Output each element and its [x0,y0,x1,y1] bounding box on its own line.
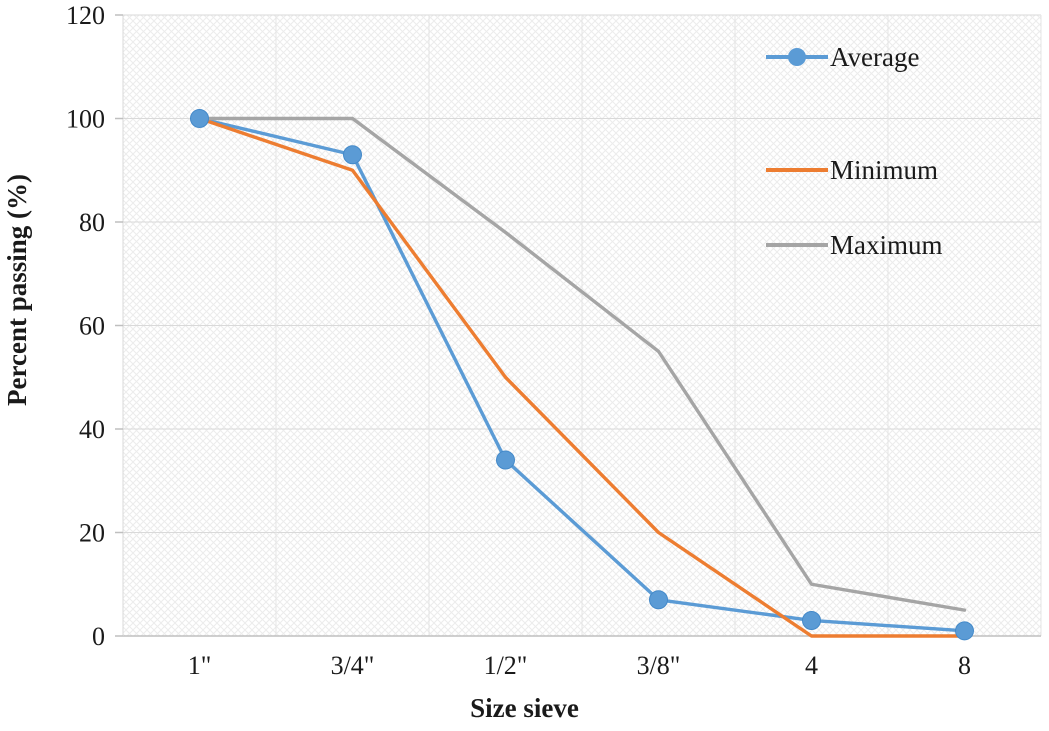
x-tick-label: 4 [805,651,818,680]
marker-average [649,590,668,610]
legend-item-average: Average [766,37,919,77]
y-tick-label: 80 [79,208,105,237]
legend-sample-maximum [766,225,828,265]
marker-average [496,450,515,470]
series-line-average [197,116,967,633]
marker-average [343,145,362,165]
x-tick-label: 8 [958,651,971,680]
legend-sample-minimum [766,150,828,190]
y-tick-label: 100 [66,105,105,134]
x-tick-label: 3/4" [331,651,375,680]
legend-marker-average [788,48,806,66]
legend-item-maximum: Maximum [766,225,943,265]
y-tick-label: 0 [92,622,105,651]
x-tick-label: 3/8" [637,651,681,680]
x-tick-label: 1" [188,651,212,680]
marker-average [802,610,821,630]
legend-item-minimum: Minimum [766,150,938,190]
legend-line-minimum [766,168,828,172]
marker-average [955,621,974,641]
y-tick-label: 60 [79,312,105,341]
y-axis-title: Percent passing (%) [2,174,32,406]
legend-label-average: Average [830,41,920,72]
legend-label-maximum: Maximum [830,229,943,260]
legend-sample-average [766,37,828,77]
series-line-maximum [197,116,967,612]
legend-line-maximum [766,243,828,247]
y-tick-label: 120 [66,1,105,30]
y-tick-label: 20 [79,519,105,548]
x-axis-title: Size sieve [470,693,579,723]
legend-label-minimum: Minimum [830,154,939,185]
series-line-minimum [197,116,967,638]
x-tick-label: 1/2" [484,651,528,680]
y-tick-label: 40 [79,415,105,444]
marker-average [190,109,209,128]
legend: Average Minimum Maximum [766,0,1049,290]
